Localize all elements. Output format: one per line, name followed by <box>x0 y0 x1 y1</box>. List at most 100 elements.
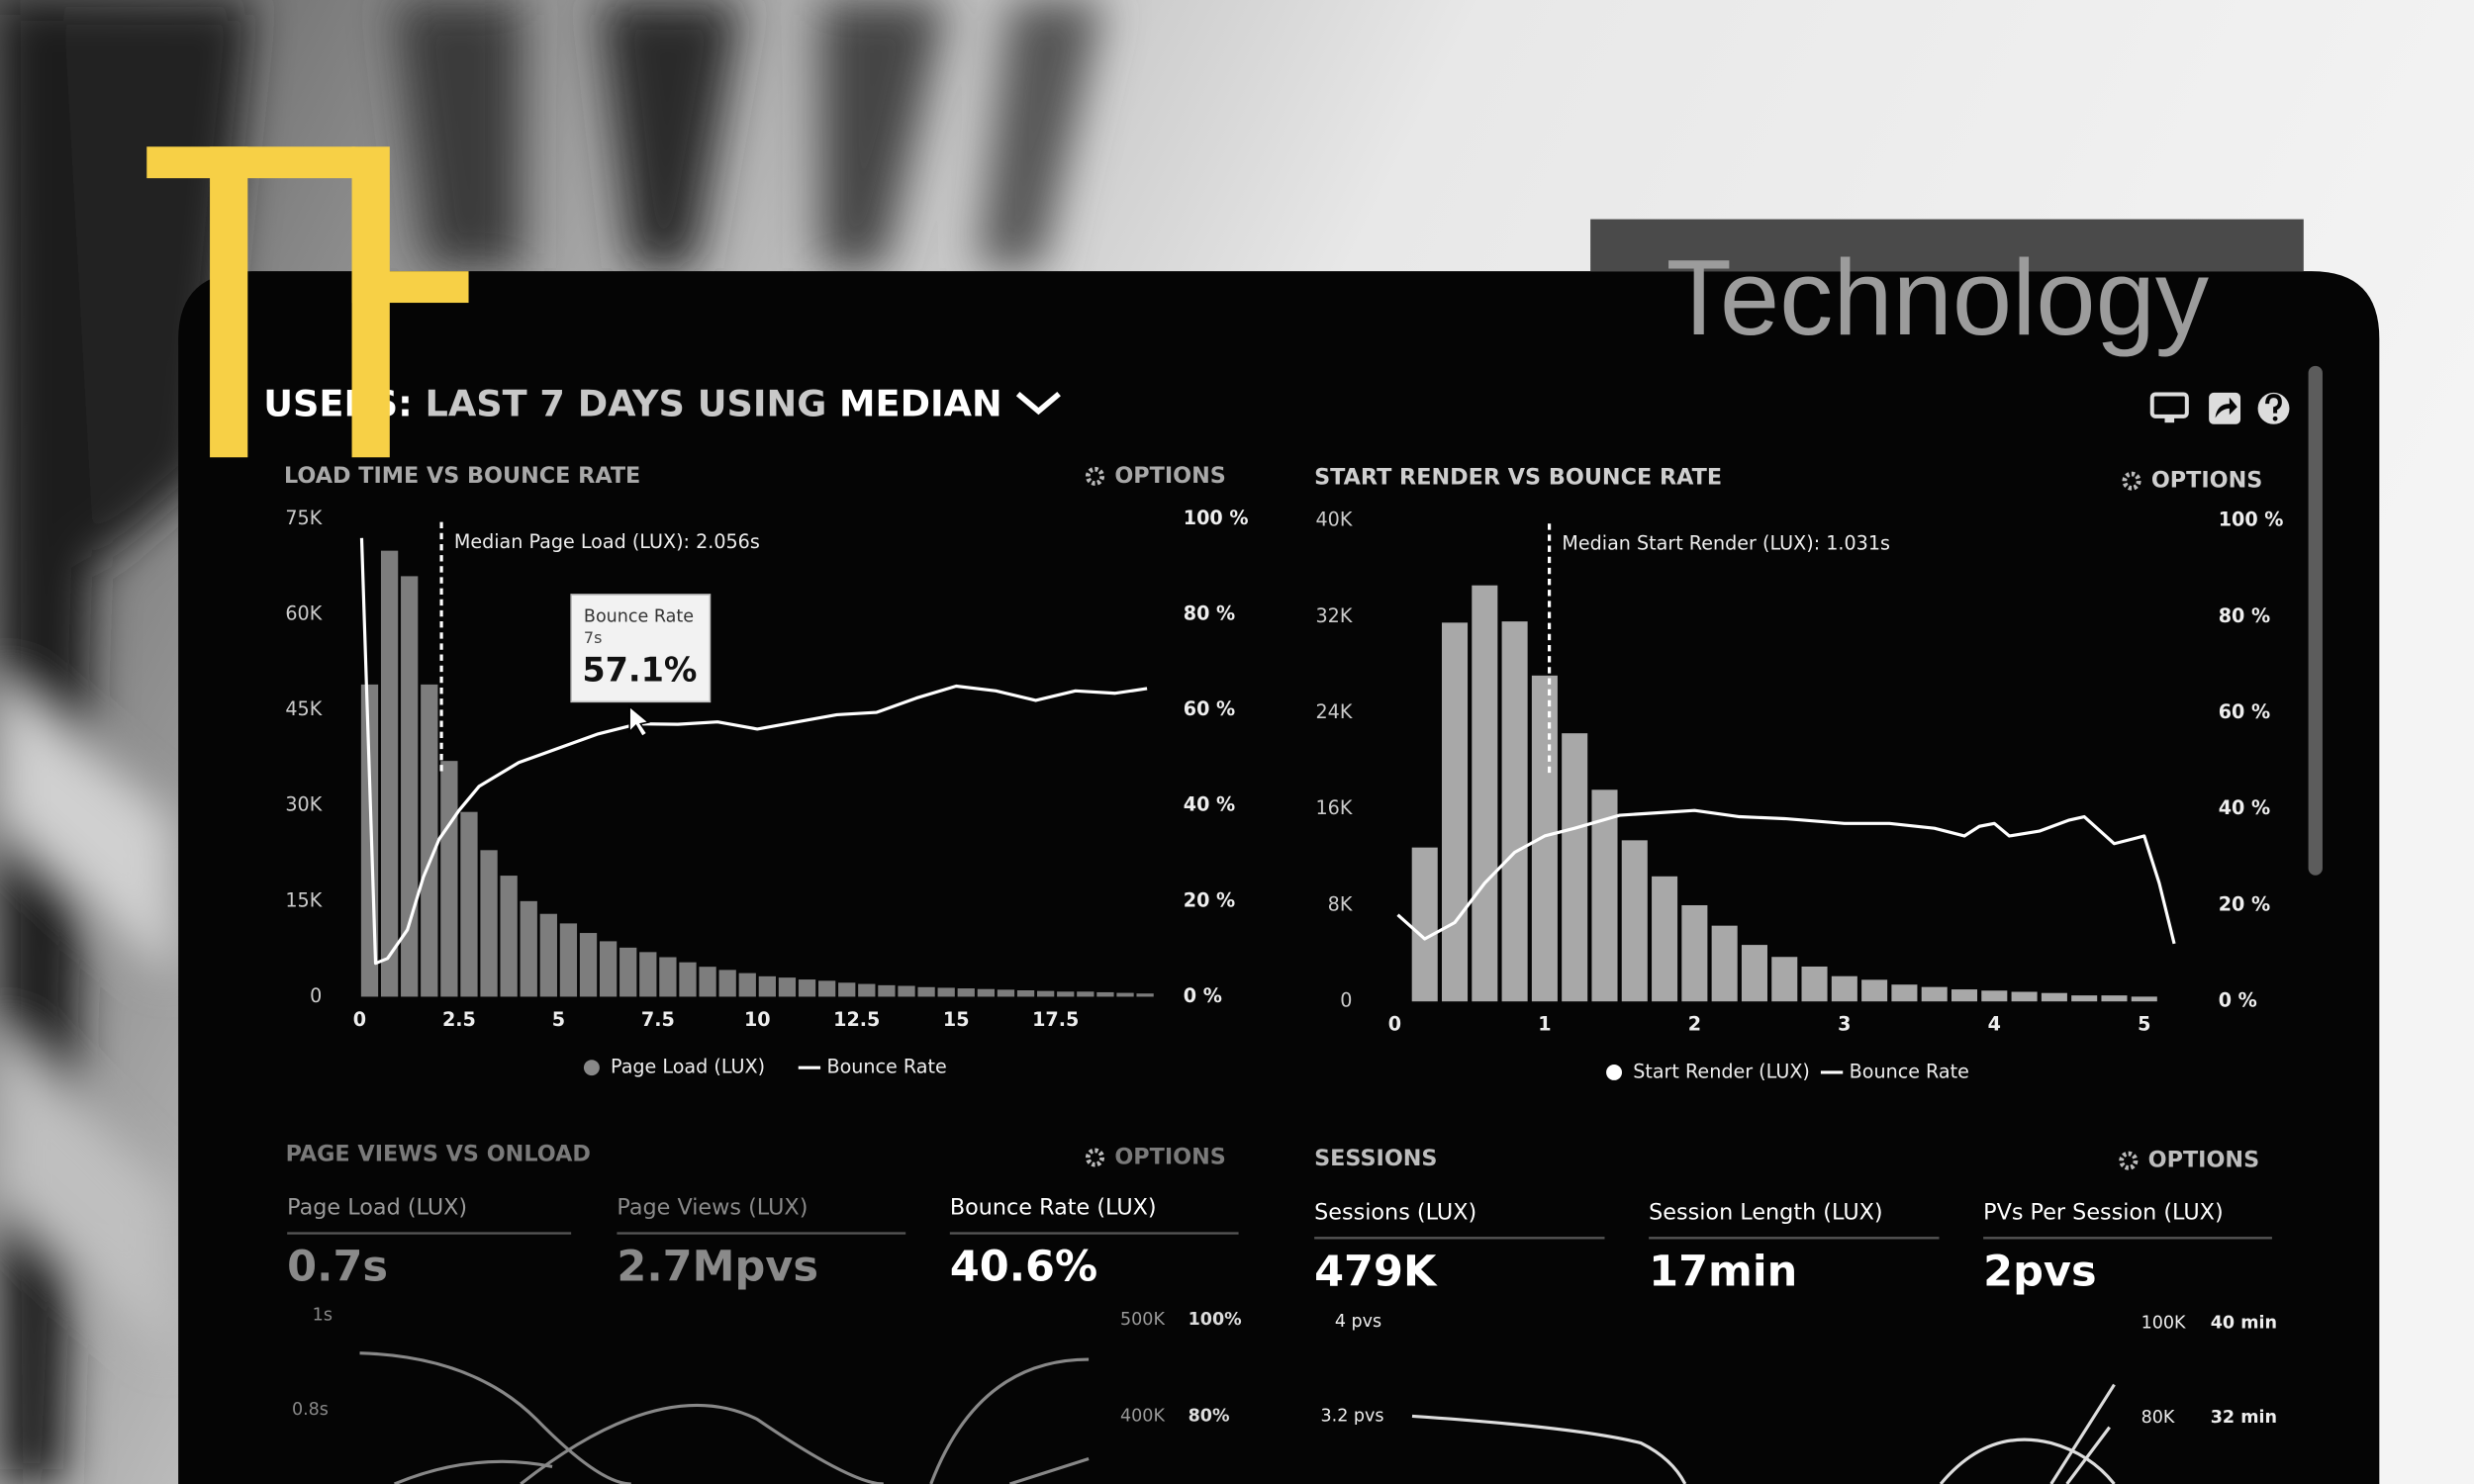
cursor <box>628 704 651 738</box>
axis-label: 3.2 pvs <box>1321 1406 1384 1426</box>
y-tick-label: 45K <box>285 697 322 720</box>
axis-label: 4 pvs <box>1335 1312 1381 1332</box>
header-part: MEDIAN <box>839 382 1002 424</box>
trend-line <box>520 1403 884 1484</box>
kpi-value: 479K <box>1314 1247 1438 1296</box>
header-part: USING <box>698 382 827 424</box>
kpi-label: Page Load (LUX) <box>287 1195 467 1221</box>
y2-tick-label: 60 % <box>2219 700 2270 723</box>
histogram-bar <box>1831 975 1857 1002</box>
y2-tick-label: 20 % <box>2219 892 2270 915</box>
charts: LOAD TIME VS BOUNCE RATE OPTIONS015K30K45… <box>284 463 2283 1083</box>
y-tick-label: 60K <box>285 603 322 625</box>
y-tick-label: 32K <box>1315 604 1352 627</box>
histogram-bar <box>460 811 478 997</box>
histogram-bar <box>738 973 756 997</box>
scrollbar[interactable] <box>2308 365 2323 876</box>
options-button[interactable]: OPTIONS <box>1114 1145 1225 1170</box>
badge-background <box>1590 219 2304 272</box>
axis-label: 400K <box>1120 1406 1165 1426</box>
histogram-bar <box>1591 789 1618 1002</box>
y2-tick-label: 100 % <box>1184 507 1249 529</box>
y2-tick-label: 0 % <box>1184 984 1222 1007</box>
axis-label: 0.8s <box>292 1400 329 1420</box>
y2-tick-label: 80 % <box>1184 603 1235 625</box>
histogram-bar <box>619 947 637 997</box>
axis-label: 32 min <box>2211 1408 2277 1428</box>
histogram-bar <box>1037 990 1055 997</box>
kpi-panel: SESSIONS OPTIONS Sessions (LUX) 479K Session… <box>1314 1146 2277 1428</box>
options-button[interactable]: OPTIONS <box>2151 468 2262 494</box>
help-glyph <box>2265 394 2282 414</box>
histogram-bar <box>679 962 697 997</box>
kpi-label: Session Length (LUX) <box>1649 1199 1882 1225</box>
histogram-bar <box>2131 996 2157 1002</box>
histogram-bar <box>1472 585 1498 1002</box>
histogram-bar <box>1801 966 1828 1002</box>
histogram-bar <box>659 957 677 997</box>
axis-label: 1s <box>313 1305 333 1325</box>
histogram-bar <box>2011 991 2038 1002</box>
x-tick-label: 10 <box>744 1008 771 1031</box>
kpi-label: Bounce Rate (LUX) <box>950 1195 1157 1221</box>
histogram-bar <box>1136 993 1154 997</box>
histogram-bar <box>380 550 399 997</box>
trend-line <box>2065 1426 2111 1484</box>
x-tick-label: 4 <box>1988 1013 2001 1036</box>
histogram-bar <box>957 988 975 997</box>
x-tick-label: 12.5 <box>833 1008 880 1031</box>
x-tick-label: 5 <box>2138 1013 2150 1036</box>
y2-tick-label: 20 % <box>1184 888 1235 911</box>
trend-line <box>359 1351 631 1484</box>
logo-stroke <box>210 146 248 458</box>
histogram-bar <box>520 900 537 997</box>
y2-tick-label: 100 % <box>2219 509 2284 531</box>
axis-label: 100% <box>1189 1310 1242 1330</box>
axis-label: 500K <box>1120 1310 1165 1330</box>
header-dropdown[interactable] <box>1015 391 1061 416</box>
chart-title: LOAD TIME VS BOUNCE RATE <box>284 463 640 489</box>
kpi-label: Page Views (LUX) <box>617 1195 808 1221</box>
chart: START RENDER VS BOUNCE RATE OPTIONS 0 8K 16K… <box>1314 464 2283 1082</box>
tooltip-x: 7s <box>584 628 602 647</box>
kpi-value: 2.7Mpvs <box>617 1243 818 1292</box>
options-button[interactable]: OPTIONS <box>1114 463 1225 489</box>
x-tick-label: 0 <box>1388 1013 1401 1036</box>
axis-label: 80K <box>2141 1408 2175 1428</box>
options-button[interactable]: OPTIONS <box>2148 1148 2259 1173</box>
trend-line <box>1411 1414 1687 1484</box>
y2-tick-label: 60 % <box>1184 697 1235 720</box>
histogram-bar <box>817 980 836 997</box>
share-arrow <box>2215 397 2237 418</box>
histogram-bar <box>1861 979 1888 1002</box>
histogram-bar <box>1921 986 1948 1002</box>
histogram-bar <box>1891 984 1918 1002</box>
histogram-bar <box>1741 945 1767 1002</box>
logo-stroke <box>351 271 469 304</box>
histogram-bar <box>2101 995 2128 1002</box>
histogram-bar <box>559 923 578 997</box>
kpi-value: 40.6% <box>950 1243 1097 1292</box>
histogram-bar <box>639 952 657 997</box>
help-dot <box>2272 416 2278 421</box>
histogram-bar <box>2071 995 2098 1002</box>
panel-title: PAGE VIEWS VS ONLOAD <box>286 1141 591 1166</box>
y2-tick-label: 0 % <box>2219 989 2257 1012</box>
histogram-bar <box>758 975 776 997</box>
y-tick-label: 30K <box>285 793 322 816</box>
legend-label: Bounce Rate <box>826 1056 946 1078</box>
trend-line <box>2049 1383 2116 1484</box>
histogram-bar <box>937 987 955 997</box>
histogram-bar <box>421 684 438 997</box>
tooltip-value: 57.1% <box>582 651 697 690</box>
histogram-bar <box>1411 847 1438 1002</box>
monitor-stand <box>2164 416 2175 423</box>
x-tick-label: 2 <box>1688 1013 1701 1036</box>
histogram-bar <box>997 989 1015 997</box>
legend-label: Start Render (LUX) <box>1633 1060 1810 1082</box>
y-tick-label: 15K <box>285 888 322 911</box>
legend-label: Bounce Rate <box>1850 1060 1969 1082</box>
histogram-bar <box>401 576 419 997</box>
badge-label: Technology <box>1666 237 2209 357</box>
logo-stroke <box>146 146 355 179</box>
